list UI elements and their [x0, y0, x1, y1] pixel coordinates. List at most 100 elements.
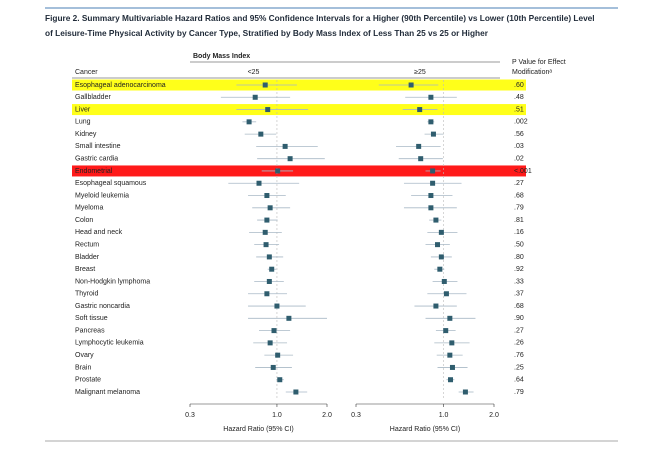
panel-header: <25 [248, 69, 260, 76]
hazard-ratio-point [264, 193, 270, 199]
hazard-ratio-point [286, 315, 292, 321]
row-highlight [72, 79, 526, 91]
p-value: .64 [514, 377, 524, 384]
category-label: Prostate [75, 377, 101, 384]
hazard-ratio-point [275, 168, 281, 174]
hazard-ratio-point [293, 389, 299, 395]
category-label: Esophageal squamous [75, 180, 147, 187]
category-label: Breast [75, 266, 95, 273]
category-label: Pancreas [75, 327, 105, 334]
category-label: Small intestine [75, 143, 121, 150]
hazard-ratio-point [252, 94, 258, 100]
hazard-ratio-point [462, 389, 468, 395]
p-value: .26 [514, 340, 524, 347]
hazard-ratio-point [443, 328, 449, 334]
hazard-ratio-point [264, 291, 270, 297]
p-value: .02 [514, 156, 524, 163]
hazard-ratio-point [287, 156, 293, 162]
hazard-ratio-point [277, 377, 283, 383]
hazard-ratio-point [264, 217, 270, 223]
hazard-ratio-point [441, 278, 447, 284]
hazard-ratio-point [433, 217, 439, 223]
x-axis-label: Hazard Ratio (95% CI) [223, 426, 293, 433]
category-label: Soft tissue [75, 315, 108, 322]
hazard-ratio-point [266, 254, 272, 260]
p-value-header: P Value for Effect [512, 59, 566, 66]
x-tick-label: 0.3 [351, 412, 361, 419]
p-value: .81 [514, 217, 524, 224]
category-label: Rectum [75, 241, 99, 248]
p-value: .27 [514, 180, 524, 187]
hazard-ratio-point [438, 254, 444, 260]
p-value: .03 [514, 143, 524, 150]
p-value: .27 [514, 327, 524, 334]
category-label: Colon [75, 217, 93, 224]
hazard-ratio-point [282, 143, 288, 149]
p-value: .25 [514, 364, 524, 371]
x-tick-label: 2.0 [322, 412, 332, 419]
p-value: .79 [514, 389, 524, 396]
x-tick-label: 1.0 [439, 412, 449, 419]
category-label: Myeloma [75, 205, 104, 212]
p-value: .33 [514, 278, 524, 285]
x-tick-label: 1.0 [272, 412, 282, 419]
p-value: .92 [514, 266, 524, 273]
category-label: Bladder [75, 254, 100, 261]
p-value: .48 [514, 94, 524, 101]
hazard-ratio-point [428, 119, 434, 125]
hazard-ratio-point [417, 107, 423, 113]
hazard-ratio-point [266, 278, 272, 284]
category-label: Kidney [75, 131, 97, 138]
hazard-ratio-point [435, 242, 441, 248]
hazard-ratio-point [448, 377, 454, 383]
category-label: Thyroid [75, 291, 98, 298]
hazard-ratio-point [437, 266, 443, 272]
category-label: Esophageal adenocarcinoma [75, 82, 166, 89]
title-line: Figure 2. Summary Multivariable Hazard R… [45, 13, 595, 23]
category-label: Non-Hodgkin lymphoma [75, 278, 150, 285]
hazard-ratio-point [416, 143, 422, 149]
p-value: .002 [514, 119, 528, 126]
hazard-ratio-point [430, 168, 436, 174]
category-header: Cancer [75, 69, 98, 76]
hazard-ratio-point [430, 180, 436, 186]
row-highlight [72, 165, 526, 177]
x-tick-label: 0.3 [185, 412, 195, 419]
hazard-ratio-point [447, 315, 453, 321]
p-value: .51 [514, 106, 524, 113]
p-value: .90 [514, 315, 524, 322]
category-label: Endometrial [75, 168, 113, 175]
p-value-header: Modificationᵃ [512, 69, 552, 76]
title-line: of Leisure-Time Physical Activity by Can… [45, 28, 489, 38]
hazard-ratio-point [438, 229, 444, 235]
group-header: Body Mass Index [193, 53, 250, 60]
hazard-ratio-point [256, 180, 262, 186]
category-label: Head and neck [75, 229, 123, 236]
p-value: .80 [514, 254, 524, 261]
p-value: .56 [514, 131, 524, 138]
p-value: .50 [514, 241, 524, 248]
hazard-ratio-point [447, 352, 453, 358]
p-value: .60 [514, 82, 524, 89]
hazard-ratio-point [449, 340, 455, 346]
p-value: .79 [514, 205, 524, 212]
p-value: .68 [514, 192, 524, 199]
hazard-ratio-point [265, 107, 271, 113]
hazard-ratio-point [430, 131, 436, 137]
p-value: .68 [514, 303, 524, 310]
hazard-ratio-point [262, 229, 268, 235]
category-label: Malignant melanoma [75, 389, 140, 396]
category-label: Liver [75, 106, 91, 113]
category-label: Brain [75, 364, 91, 371]
category-label: Gallbladder [75, 94, 111, 101]
hazard-ratio-point [428, 94, 434, 100]
p-value: .76 [514, 352, 524, 359]
p-value: <.001 [514, 168, 532, 175]
hazard-ratio-point [275, 352, 281, 358]
hazard-ratio-point [269, 266, 275, 272]
category-label: Gastric noncardia [75, 303, 130, 310]
hazard-ratio-point [428, 193, 434, 199]
hazard-ratio-point [449, 364, 455, 370]
category-label: Myeloid leukemia [75, 192, 129, 199]
